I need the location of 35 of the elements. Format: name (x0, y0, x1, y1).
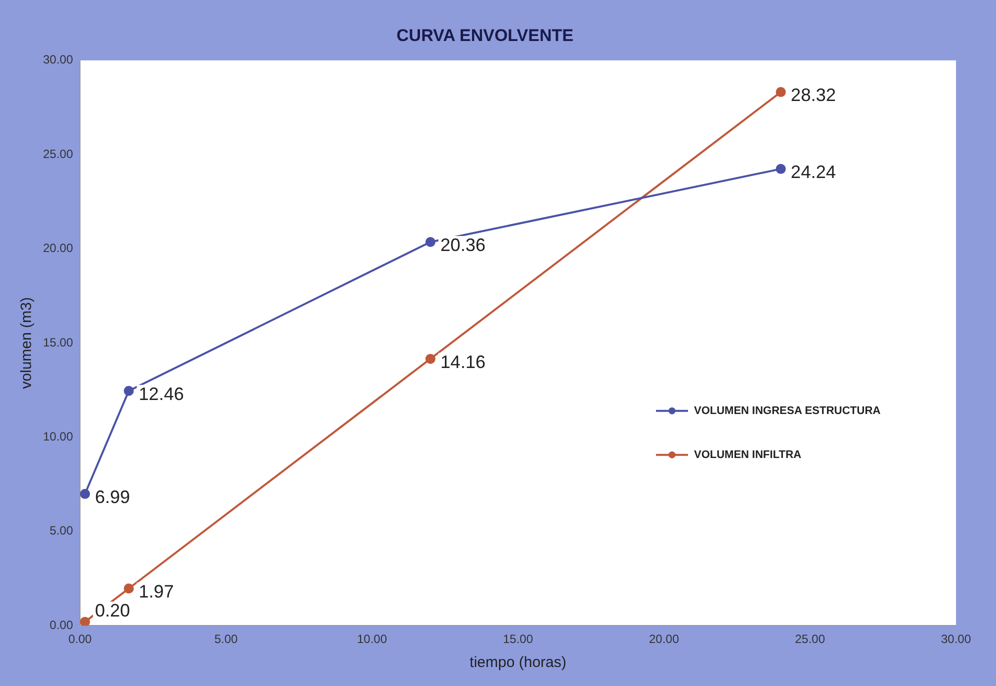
x-tick-label: 25.00 (794, 632, 826, 646)
y-axis-title: volumen (m3) (18, 297, 36, 389)
point (425, 237, 436, 248)
data-label: 6.99 (94, 486, 130, 507)
legend-label: VOLUMEN INFILTRA (694, 448, 802, 461)
x-tick-label: 0.00 (68, 632, 92, 646)
data-label: 24.24 (790, 162, 836, 182)
x-tick-label: 10.00 (357, 632, 388, 646)
y-tick-label: 25.00 (43, 146, 74, 161)
x-tick-label: 20.00 (648, 632, 680, 646)
data-label: 20.36 (440, 234, 486, 255)
data-label: 28.32 (790, 85, 836, 106)
x-tick-label: 5.00 (214, 632, 238, 646)
chart-title: CURVA ENVOLVENTE (396, 26, 574, 45)
y-tick-label: 5.00 (50, 524, 74, 538)
y-tick-label: 10.00 (43, 430, 74, 444)
data-label: 0.20 (94, 600, 130, 621)
point (124, 583, 134, 594)
x-axis-title: tiempo (horas) (470, 654, 566, 672)
point (80, 616, 90, 626)
data-label: 1.97 (138, 581, 174, 602)
x-tick-label: 30.00 (940, 632, 972, 646)
y-tick-label: 0.00 (50, 618, 74, 632)
point (776, 164, 786, 174)
legend-label: VOLUMEN INGRESA ESTRUCTURA (694, 404, 881, 417)
x-tick-label: 15.00 (503, 632, 534, 646)
data-label: 14.16 (440, 352, 486, 372)
point (80, 488, 90, 499)
point (776, 87, 786, 98)
y-tick-label: 15.00 (43, 335, 74, 350)
y-tick-label: 20.00 (43, 241, 74, 256)
y-tick-label: 30.00 (43, 52, 74, 67)
point (124, 386, 134, 396)
data-label: 12.46 (138, 384, 184, 404)
point (425, 354, 436, 364)
